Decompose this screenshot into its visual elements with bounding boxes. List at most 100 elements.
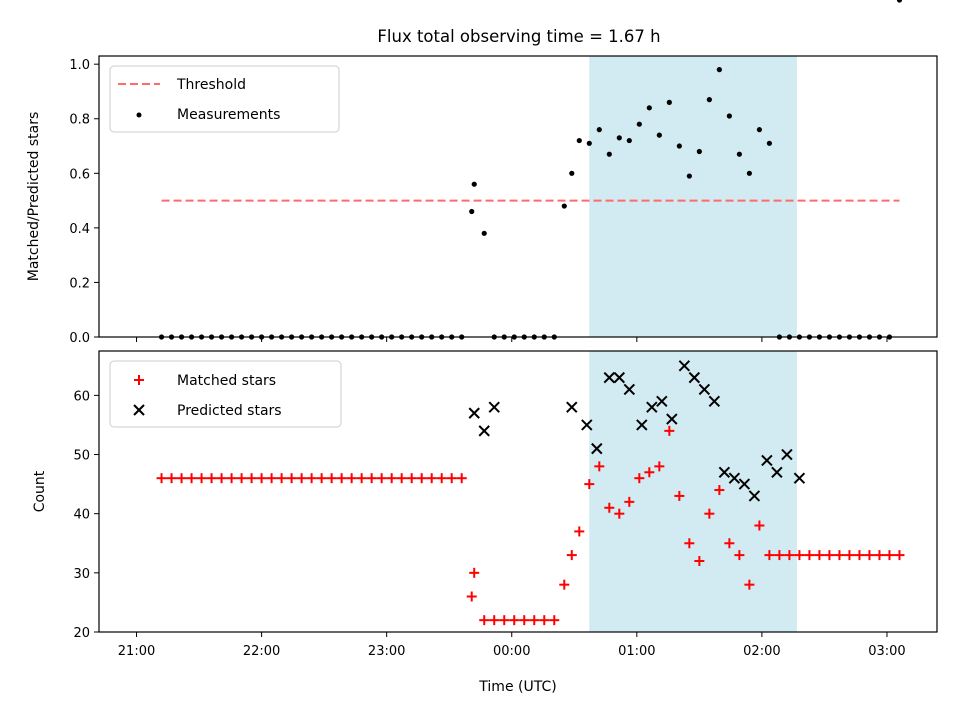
measurement-point [646, 105, 652, 111]
legend-matched-swatch [134, 375, 144, 385]
matched-star-point [574, 526, 585, 537]
predicted-star-point [781, 448, 793, 461]
y-tick-label: 60 [73, 389, 90, 404]
matched-star-point [519, 615, 530, 626]
matched-star-point [634, 473, 645, 484]
matched-star-point [566, 550, 577, 561]
matched-star-point [196, 473, 207, 484]
count-shaded-region [589, 351, 797, 632]
matched-star-point [754, 520, 765, 531]
y-tick-label: 0.8 [69, 113, 90, 128]
matched-star-point [416, 473, 427, 484]
matched-star-point [316, 473, 327, 484]
y-tick-label: 0.2 [69, 276, 90, 291]
measurement-point [696, 148, 702, 155]
matched-star-point [386, 473, 397, 484]
x-tick-label: 00:00 [493, 644, 530, 659]
matched-star-point [784, 550, 795, 561]
chart-title: Flux total observing time = 1.67 h [377, 27, 660, 46]
matched-star-point [246, 473, 257, 484]
matched-star-point [336, 473, 347, 484]
legend-predicted-label: Predicted stars [177, 403, 282, 419]
matched-star-point [824, 550, 835, 561]
matched-star-point [614, 508, 625, 519]
measurement-point [636, 121, 642, 127]
matched-star-point [266, 473, 277, 484]
ratio-ylabel: Matched/Predicted stars [26, 112, 42, 282]
measurement-point [756, 127, 762, 133]
x-tick-label: 22:00 [243, 644, 280, 659]
legend-predicted-swatch [133, 404, 145, 416]
ratio-legend: Threshold Measurements [109, 65, 340, 133]
measurement-point [616, 135, 622, 141]
measurement-point [666, 99, 672, 105]
matched-star-point [884, 550, 895, 561]
predicted-star-point [591, 442, 603, 455]
matched-star-point [456, 473, 467, 484]
measurement-point [576, 137, 582, 144]
matched-star-point [206, 473, 217, 484]
predicted-star-point [688, 371, 701, 384]
matched-star-point [834, 550, 845, 561]
measurement-point [766, 140, 773, 146]
measurement-point [469, 208, 475, 215]
predicted-star-point [636, 419, 648, 431]
measurement-point [706, 97, 712, 103]
predicted-star-point [698, 383, 711, 396]
matched-star-point [406, 473, 417, 484]
measurement-point [736, 151, 742, 157]
matched-star-point [396, 473, 407, 484]
matched-star-point [549, 615, 560, 626]
matched-star-point [256, 473, 267, 484]
x-tick-label: 02:00 [743, 644, 780, 659]
predicted-star-point [581, 419, 593, 431]
matched-star-point [864, 550, 875, 561]
ratio-panel: 0.0 0.2 0.4 0.6 0.8 1.0 Matched/Predicted sta… [26, 0, 938, 346]
matched-star-point [296, 473, 307, 484]
y-tick-label: 0.6 [69, 167, 90, 182]
matched-star-point [469, 567, 480, 578]
predicted-star-point [623, 383, 636, 396]
matched-star-point [794, 550, 805, 561]
measurement-point [676, 143, 682, 149]
measurement-point [481, 230, 487, 236]
matched-star-point [764, 550, 775, 561]
matched-star-point [499, 615, 510, 626]
matched-star-point [604, 502, 615, 513]
predicted-star-point [566, 401, 578, 413]
matched-star-point [489, 615, 500, 626]
measurement-point [561, 203, 567, 209]
measurement-point [569, 170, 575, 176]
ratio-shaded-region [589, 56, 797, 337]
predicted-star-point [603, 371, 616, 384]
count-ticks: 21:00 22:00 23:00 00:00 01:00 02:00 03:00 20 30 4… [73, 389, 905, 659]
matched-star-point [644, 467, 655, 478]
matched-star-point [306, 473, 317, 484]
matched-star-point [559, 579, 570, 590]
count-legend: Matched stars Predicted stars [109, 360, 342, 428]
predicted-star-point [793, 472, 806, 484]
matched-star-point [694, 556, 705, 567]
count-panel: 21:00 22:00 23:00 00:00 01:00 02:00 03:00 20 30 4… [32, 350, 938, 659]
matched-star-point [446, 473, 457, 484]
matched-star-point [479, 615, 490, 626]
matched-star-point [714, 485, 725, 496]
matched-star-point [744, 579, 755, 590]
y-tick-label: 40 [73, 508, 90, 523]
predicted-star-point [708, 395, 721, 407]
matched-star-point [226, 473, 237, 484]
predicted-star-point [678, 360, 691, 372]
predicted-star-point [728, 472, 741, 484]
matched-star-point [426, 473, 437, 484]
legend-threshold-label: Threshold [176, 77, 246, 93]
matched-star-point [509, 615, 520, 626]
matched-star-point [539, 615, 550, 626]
matched-star-point [186, 473, 197, 484]
x-tick-label: 21:00 [118, 644, 155, 659]
measurement-point [626, 137, 632, 144]
matched-star-point [594, 461, 605, 472]
predicted-star-point [761, 454, 773, 467]
matched-star-point [176, 473, 187, 484]
measurement-point [726, 113, 732, 119]
